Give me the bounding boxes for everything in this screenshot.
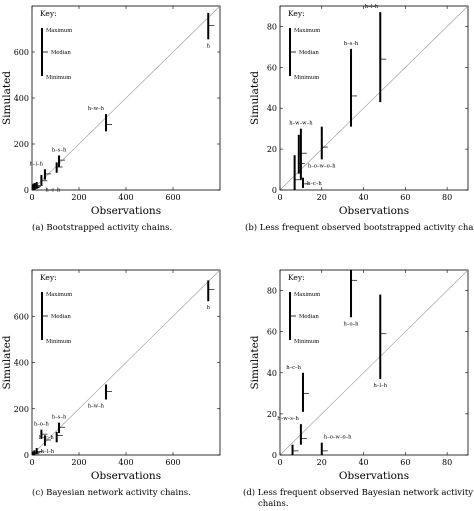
y-axis-label-b: Simulated — [249, 71, 261, 125]
y-tick-label-b-3: 60 — [267, 63, 277, 72]
key-max-label-b: Maximum — [294, 28, 320, 34]
data-label-d-0: h–o–h — [344, 321, 360, 327]
x-tick-label-c-1: 200 — [71, 458, 86, 467]
axes-frame-b — [279, 5, 469, 191]
y-tick-label-b-0: 0 — [272, 186, 277, 195]
data-label-a-1: h–w–h — [88, 106, 105, 112]
data-label-c-2: h–s–h — [52, 415, 67, 421]
y-tick-label-a-1: 200 — [14, 140, 29, 149]
data-label-b-1: h–s–h — [344, 41, 359, 47]
caption-d-cont: chains. — [258, 499, 289, 509]
key-min-label-d: Minimum — [294, 339, 319, 345]
diagonal-line-b — [279, 5, 469, 191]
y-tick-label-a-3: 600 — [14, 48, 29, 57]
y-tick-label-d-3: 60 — [267, 328, 277, 337]
data-label-d-2: h–c–h — [286, 365, 301, 371]
data-label-b-2: h–o–w–o–h — [308, 163, 336, 169]
data-label-c-0: h — [207, 305, 211, 311]
axes-frame-d — [279, 269, 469, 456]
diagonal-line-c — [31, 269, 221, 456]
caption-d: (d) Less frequent observed Bayesian netw… — [243, 488, 474, 498]
data-label-d-3: h–w–s–h — [277, 416, 299, 422]
key-median-label-d: Median — [299, 314, 319, 320]
y-tick-label-d-2: 40 — [267, 369, 277, 378]
y-tick-label-d-4: 80 — [267, 287, 277, 296]
key-median-label-c: Median — [51, 314, 71, 320]
caption-b: (b) Less frequent observed bootstrapped … — [245, 223, 474, 233]
data-label-c-6: h–l–h — [41, 449, 55, 455]
data-label-d-1: h–l–h — [374, 383, 388, 389]
key-min-label-b: Minimum — [294, 75, 319, 81]
x-axis-label-c: Observations — [91, 470, 161, 482]
x-axis-label-a: Observations — [91, 205, 161, 217]
key-title-a: Key: — [40, 9, 57, 18]
key-median-label-a: Median — [51, 50, 71, 56]
x-tick-label-a-3: 600 — [165, 193, 180, 202]
x-tick-label-b-0: 0 — [277, 193, 282, 202]
diagonal-line-a — [31, 5, 221, 191]
caption-c: (c) Bayesian network activity chains. — [32, 488, 191, 498]
data-label-b-6: h–c–h — [307, 181, 322, 187]
x-tick-label-a-0: 0 — [29, 193, 34, 202]
y-axis-label-c: Simulated — [1, 335, 13, 389]
x-tick-label-d-3: 60 — [400, 458, 410, 467]
y-tick-label-b-2: 40 — [267, 104, 277, 113]
x-tick-label-b-3: 60 — [400, 193, 410, 202]
x-tick-label-b-2: 40 — [358, 193, 368, 202]
data-label-a-2: h–s–h — [52, 148, 67, 154]
y-tick-label-c-0: 0 — [24, 451, 29, 460]
key-max-label-c: Maximum — [46, 292, 72, 298]
y-tick-label-d-0: 0 — [272, 451, 277, 460]
x-tick-label-d-4: 80 — [442, 458, 452, 467]
data-label-b-0: h–l–h — [365, 4, 379, 10]
caption-a: (a) Bootstrapped activity chains. — [32, 223, 173, 233]
x-tick-label-b-4: 80 — [442, 193, 452, 202]
data-label-c-1: h–w–h — [88, 404, 105, 410]
data-label-b-3: h–w–w–h — [289, 121, 313, 127]
data-label-a-0: h — [207, 43, 211, 49]
x-tick-label-c-2: 400 — [118, 458, 133, 467]
y-tick-label-d-1: 20 — [267, 410, 277, 419]
key-median-label-b: Median — [299, 50, 319, 56]
data-label-c-4: h–o–h — [34, 422, 50, 428]
x-tick-label-b-1: 20 — [317, 193, 327, 202]
key-min-label-a: Minimum — [46, 75, 71, 81]
key-title-d: Key: — [288, 273, 305, 282]
y-tick-label-c-3: 600 — [14, 312, 29, 321]
data-label-a-4: h–l–h — [29, 161, 43, 167]
x-tick-label-d-1: 20 — [317, 458, 327, 467]
y-tick-label-c-2: 400 — [14, 359, 29, 368]
y-axis-label-d: Simulated — [249, 335, 261, 389]
y-axis-label-a: Simulated — [1, 71, 13, 125]
key-title-c: Key: — [40, 273, 57, 282]
y-tick-label-a-0: 0 — [24, 186, 29, 195]
data-label-a-5: h–c–h — [45, 187, 60, 193]
x-tick-label-d-0: 0 — [277, 458, 282, 467]
data-label-c-3: h–c–h — [39, 435, 54, 441]
key-title-b: Key: — [288, 9, 305, 18]
x-tick-label-d-2: 40 — [358, 458, 368, 467]
x-tick-label-a-1: 200 — [71, 193, 86, 202]
x-tick-label-a-2: 400 — [118, 193, 133, 202]
x-tick-label-c-0: 0 — [29, 458, 34, 467]
key-min-label-c: Minimum — [46, 339, 71, 345]
y-tick-label-c-1: 200 — [14, 405, 29, 414]
data-label-d-4: h–o–w–o–h — [324, 435, 352, 441]
y-tick-label-b-1: 20 — [267, 145, 277, 154]
key-max-label-a: Maximum — [46, 28, 72, 34]
key-max-label-d: Maximum — [294, 292, 320, 298]
x-axis-label-d: Observations — [339, 470, 409, 482]
y-tick-label-a-2: 400 — [14, 94, 29, 103]
diagonal-line-d — [279, 269, 469, 456]
x-axis-label-b: Observations — [339, 205, 409, 217]
x-tick-label-c-3: 600 — [165, 458, 180, 467]
y-tick-label-b-4: 80 — [267, 22, 277, 31]
